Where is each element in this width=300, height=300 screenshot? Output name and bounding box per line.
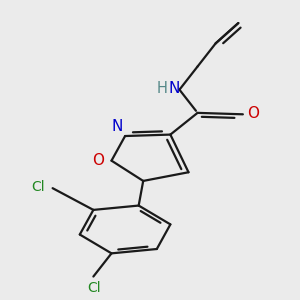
Text: N: N xyxy=(168,81,180,96)
Text: O: O xyxy=(247,106,259,121)
Text: Cl: Cl xyxy=(32,180,45,194)
Text: H: H xyxy=(157,81,168,96)
Text: O: O xyxy=(92,153,104,168)
Text: N: N xyxy=(111,119,123,134)
Text: Cl: Cl xyxy=(88,281,101,295)
